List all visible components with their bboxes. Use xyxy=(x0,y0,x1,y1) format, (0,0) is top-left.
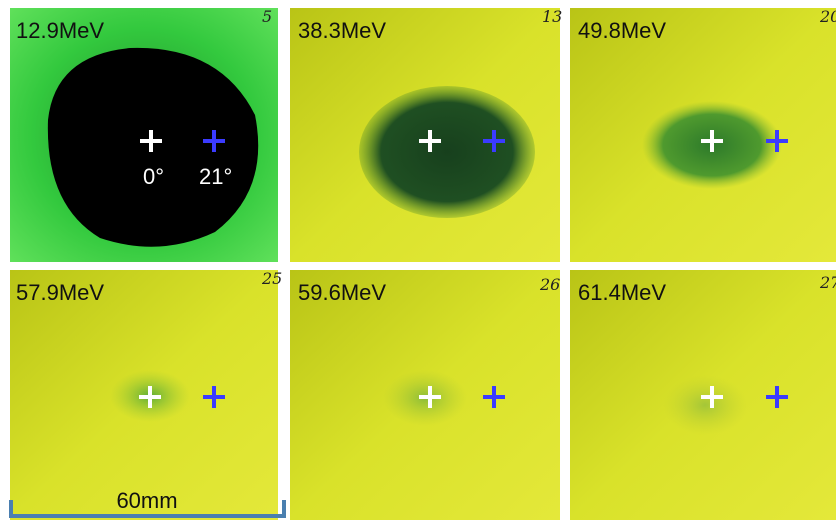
panel-label: 38.3MeV xyxy=(298,18,386,43)
panel-note: 25 xyxy=(261,269,282,288)
panel-label: 12.9MeV xyxy=(16,18,104,43)
panel: 61.4MeV 27 xyxy=(570,270,836,520)
panel-note: 5 xyxy=(262,7,272,26)
panel: 49.8MeV 20 xyxy=(570,7,836,262)
panel: 59.6MeV 26 xyxy=(290,270,560,520)
dark-spot xyxy=(48,48,258,247)
panel: 57.9MeV 25 60mm xyxy=(10,269,284,520)
panel-note: 20 xyxy=(819,7,836,26)
panel-label: 59.6MeV xyxy=(298,280,386,305)
panel-label: 49.8MeV xyxy=(578,18,666,43)
spot xyxy=(359,86,535,218)
angle-label: 0° xyxy=(143,164,164,189)
panel-label: 57.9MeV xyxy=(16,280,104,305)
panel-note: 13 xyxy=(542,7,562,26)
panel-note: 26 xyxy=(539,275,560,294)
spot xyxy=(663,375,747,435)
panel: 12.9MeV 5 0° 21° xyxy=(10,7,278,262)
panel-note: 27 xyxy=(819,273,836,292)
scale-label: 60mm xyxy=(116,488,177,513)
figure: 12.9MeV 5 0° 21° 38.3MeV 13 49.8MeV 20 5… xyxy=(0,0,836,520)
panel-label: 61.4MeV xyxy=(578,280,666,305)
angle-label: 21° xyxy=(199,164,232,189)
panel: 38.3MeV 13 xyxy=(290,7,562,262)
